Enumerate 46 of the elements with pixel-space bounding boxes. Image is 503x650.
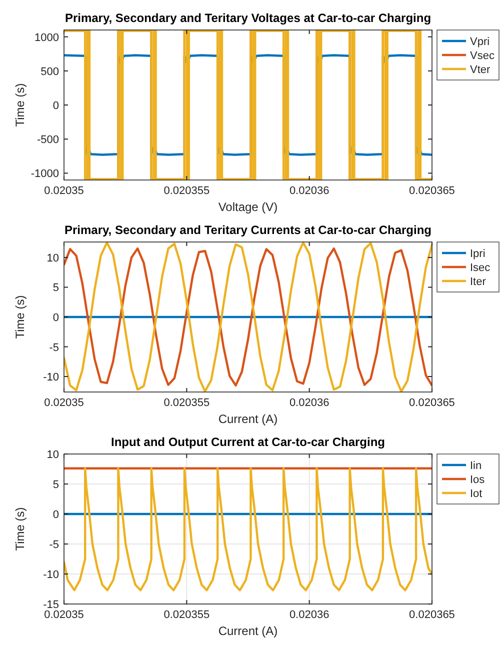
y-tick-label: -5 [49, 539, 59, 551]
y-tick-label: 5 [52, 479, 59, 491]
x-tick-label: 0.020365 [409, 397, 455, 409]
y-tick-label: 1000 [34, 32, 59, 44]
legend-label: Vter [470, 64, 491, 76]
x-tick-label: 0.020355 [164, 397, 210, 409]
legend-label: Iot [470, 488, 482, 500]
x-axis-title: Current (A) [218, 624, 278, 638]
y-tick-label: 0 [52, 312, 59, 324]
y-tick-label: -1000 [30, 168, 59, 180]
legend-label: Isec [470, 262, 491, 274]
y-tick-label: 5 [52, 282, 59, 294]
y-tick-label: -10 [43, 569, 59, 581]
y-tick-label: -500 [36, 134, 59, 146]
x-tick-label: 0.02035 [44, 609, 84, 621]
chart-title: Input and Output Current at Car-to-car Charging [111, 435, 385, 449]
x-tick-label: 0.02035 [44, 397, 84, 409]
legend-label: Vsec [470, 50, 495, 62]
y-tick-label: -15 [43, 599, 59, 611]
x-tick-label: 0.020355 [164, 185, 210, 197]
y-axis-title: Time (s) [13, 507, 27, 551]
y-tick-label: 10 [46, 252, 59, 264]
x-tick-label: 0.020365 [409, 185, 455, 197]
y-tick-label: -10 [43, 372, 59, 384]
x-axis-title: Current (A) [218, 412, 278, 426]
y-axis-title: Time (s) [13, 83, 27, 127]
y-tick-label: 0 [52, 509, 59, 521]
legend-label: Iter [470, 276, 486, 288]
legend-label: Ios [470, 474, 486, 486]
legend-label: Iin [470, 460, 482, 472]
y-tick-label: -5 [49, 342, 59, 354]
chart-title: Primary, Secondary and Teritary Voltages at Car-to-car Charging [64, 11, 432, 25]
y-tick-label: 500 [40, 66, 59, 78]
x-tick-label: 0.02036 [289, 609, 330, 621]
y-tick-label: 10 [46, 449, 59, 461]
y-axis-title: Time (s) [13, 295, 27, 339]
chart-title: Primary, Secondary and Teritary Currents at Car-to-car Charging [64, 223, 432, 237]
x-tick-label: 0.02036 [289, 397, 330, 409]
legend-label: Ipri [470, 248, 486, 260]
x-tick-label: 0.020365 [409, 609, 455, 621]
x-tick-label: 0.02035 [44, 185, 84, 197]
legend-label: Vpri [470, 36, 490, 48]
y-tick-label: 0 [52, 100, 59, 112]
x-axis-title: Voltage (V) [218, 200, 278, 214]
x-tick-label: 0.020355 [164, 609, 210, 621]
x-tick-label: 0.02036 [289, 185, 330, 197]
